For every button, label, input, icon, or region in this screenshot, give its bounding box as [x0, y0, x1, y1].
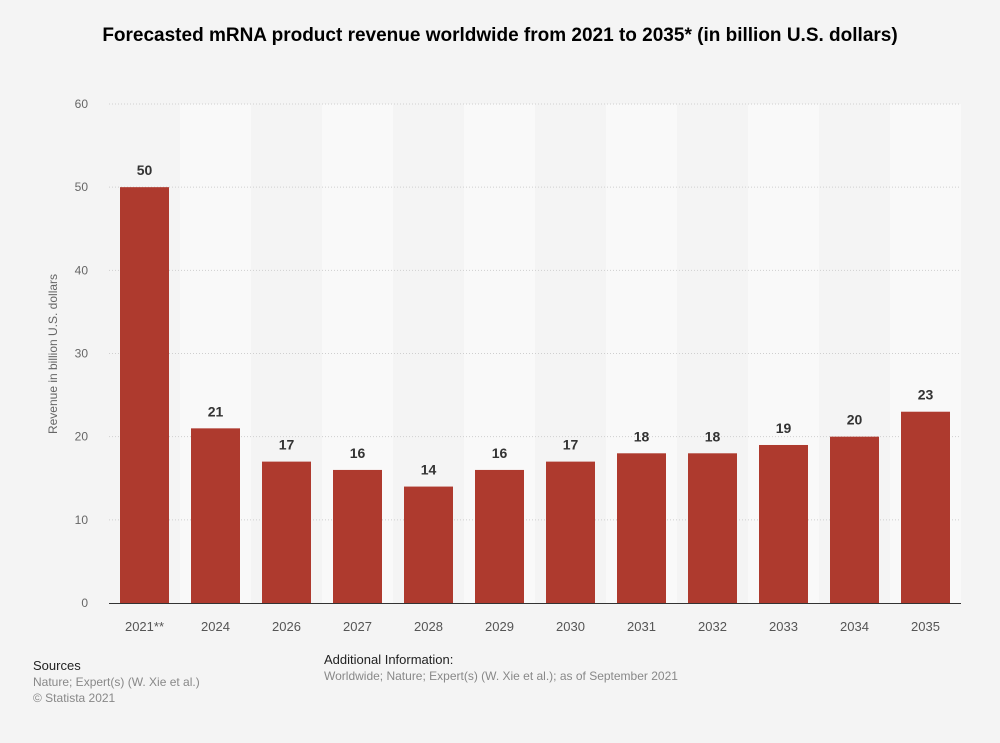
bar — [475, 469, 524, 603]
data-label: 17 — [279, 437, 295, 453]
sources-block: Sources Nature; Expert(s) (W. Xie et al.… — [33, 658, 200, 706]
x-tick-label: 2026 — [272, 619, 301, 634]
bar — [262, 461, 311, 603]
bar-chart: 0102030405060502021**2120241720261620271… — [46, 97, 961, 634]
x-tick-label: 2029 — [485, 619, 514, 634]
x-tick-label: 2035 — [911, 619, 940, 634]
y-tick-label: 30 — [75, 347, 89, 361]
data-label: 14 — [421, 462, 437, 478]
data-label: 16 — [492, 445, 508, 461]
bar — [546, 461, 595, 603]
y-tick-label: 40 — [75, 263, 89, 277]
data-label: 23 — [918, 387, 934, 403]
sources-heading: Sources — [33, 658, 81, 673]
x-tick-label: 2030 — [556, 619, 585, 634]
x-tick-label: 2032 — [698, 619, 727, 634]
bar — [333, 469, 382, 603]
y-tick-label: 60 — [75, 97, 89, 111]
bar — [688, 453, 737, 603]
y-tick-label: 20 — [75, 430, 89, 444]
copyright: © Statista 2021 — [33, 691, 116, 705]
bar — [901, 411, 950, 603]
data-label: 18 — [634, 428, 650, 444]
x-tick-label: 2021** — [125, 619, 164, 634]
y-tick-label: 10 — [75, 513, 89, 527]
sources-text: Nature; Expert(s) (W. Xie et al.) — [33, 675, 200, 689]
bar — [830, 436, 879, 603]
x-tick-label: 2034 — [840, 619, 869, 634]
x-tick-label: 2027 — [343, 619, 372, 634]
y-tick-label: 50 — [75, 180, 89, 194]
y-axis-label: Revenue in billion U.S. dollars — [46, 274, 60, 434]
additional-info-heading: Additional Information: — [324, 652, 454, 667]
data-label: 21 — [208, 403, 224, 419]
data-label: 50 — [137, 162, 153, 178]
bar — [191, 428, 240, 603]
y-tick-label: 0 — [81, 596, 88, 610]
data-label: 18 — [705, 428, 721, 444]
data-label: 20 — [847, 412, 863, 428]
bar — [404, 486, 453, 603]
additional-info-block: Additional Information: Worldwide; Natur… — [324, 652, 678, 684]
data-label: 19 — [776, 420, 792, 436]
data-label: 16 — [350, 445, 366, 461]
additional-info-text: Worldwide; Nature; Expert(s) (W. Xie et … — [324, 669, 678, 683]
bar — [759, 444, 808, 603]
bar — [120, 187, 169, 603]
x-tick-label: 2033 — [769, 619, 798, 634]
x-tick-label: 2024 — [201, 619, 230, 634]
x-tick-label: 2028 — [414, 619, 443, 634]
bar — [617, 453, 666, 603]
x-tick-label: 2031 — [627, 619, 656, 634]
chart-title: Forecasted mRNA product revenue worldwid… — [102, 25, 898, 46]
data-label: 17 — [563, 437, 579, 453]
